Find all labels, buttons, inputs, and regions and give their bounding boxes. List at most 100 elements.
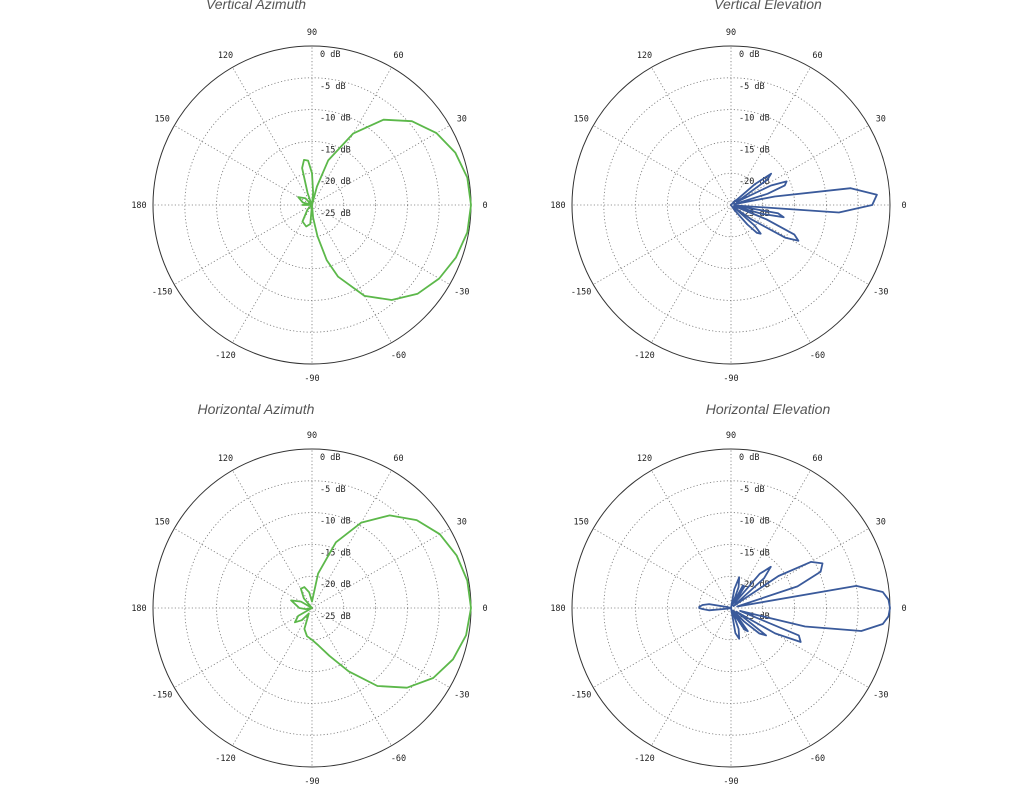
polar-plot: 0 30 60 90 120 150 180 -150 -120 -90 -60 -30 0 dB -5 … [131,28,487,384]
ring-label: -25 dB [320,209,351,219]
angle-tick-label: 0 [901,604,906,614]
angle-tick-label: 120 [218,51,233,61]
grid-ring [184,480,440,736]
ring-label: -15 dB [320,548,351,558]
grid-spoke [232,470,313,609]
chart-title: Vertical Azimuth [205,0,307,12]
grid-spoke [174,528,313,609]
angle-tick-label: 150 [154,518,169,528]
grid-ring [666,543,795,672]
grid-spoke [730,204,811,343]
angle-tick-label: 90 [307,28,317,38]
chart-title: Horizontal Azimuth [197,401,315,417]
ring-label: 0 dB [739,50,759,60]
angle-tick-label: 90 [307,431,317,441]
angle-tick-label: 180 [131,604,146,614]
grid-spoke [232,607,313,746]
angle-tick-label: -90 [304,777,319,787]
ring-label: 0 dB [739,453,759,463]
grid-spoke [174,125,313,206]
angle-tick-label: 180 [550,604,565,614]
angle-tick-label: -150 [152,288,172,298]
pattern-trace [730,172,878,242]
angle-tick-label: -120 [215,351,235,361]
grid-ring [247,140,376,269]
grid-spoke [174,607,313,688]
grid-spoke [593,528,732,609]
grid-spoke [593,204,732,285]
grid-spoke [174,204,313,285]
angle-tick-label: 60 [812,454,822,464]
grid-spoke [311,528,450,609]
angle-tick-label: -30 [454,288,469,298]
angle-tick-label: 150 [573,518,588,528]
angle-tick-label: -90 [723,374,738,384]
chart-title: Horizontal Elevation [705,401,831,417]
angle-tick-label: 30 [876,518,886,528]
angle-tick-label: -120 [215,754,235,764]
ring-label: -20 dB [320,580,351,590]
grid-spoke [311,607,392,746]
chart-panel-vertical-elevation: Vertical Elevation 0 30 60 90 120 150 180 -150 -… [512,0,1024,400]
angle-tick-label: -60 [391,754,406,764]
angle-tick-label: -120 [634,754,654,764]
angle-tick-label: 90 [726,28,736,38]
grid-spoke [651,204,732,343]
pattern-trace [290,514,472,689]
angle-tick-label: -30 [454,691,469,701]
grid-spoke [232,204,313,343]
grid-spoke [311,125,450,206]
grid-spoke [311,204,392,343]
angle-tick-label: 150 [154,115,169,125]
angle-tick-label: -90 [304,374,319,384]
angle-tick-label: 120 [637,454,652,464]
angle-tick-label: 180 [131,201,146,211]
angle-tick-label: 0 [482,604,487,614]
ring-label: -10 dB [739,114,770,124]
angle-tick-label: 30 [876,115,886,125]
ring-label: -15 dB [739,145,770,155]
outer-ring [571,45,891,365]
angle-tick-label: -150 [571,691,591,701]
grid-ring [666,140,795,269]
angle-tick-label: -60 [391,351,406,361]
angle-tick-label: 0 [901,201,906,211]
grid-ring [603,77,859,333]
chart-panel-horizontal-azimuth: Horizontal Azimuth 0 30 60 90 120 150 180 -150 -… [0,401,512,805]
grid-spoke [232,67,313,206]
angle-tick-label: -60 [810,754,825,764]
angle-tick-label: 90 [726,431,736,441]
angle-tick-label: 120 [637,51,652,61]
grid-spoke [593,607,732,688]
angle-tick-label: -60 [810,351,825,361]
angle-tick-label: -30 [873,288,888,298]
ring-label: -10 dB [739,517,770,527]
ring-label: -5 dB [320,82,346,92]
polar-plot: 0 30 60 90 120 150 180 -150 -120 -90 -60 -30 0 dB -5 … [550,28,906,384]
chart-panel-vertical-azimuth: Vertical Azimuth 0 30 60 90 120 150 180 -150 -12… [0,0,512,400]
angle-tick-label: 30 [457,518,467,528]
chart-title: Vertical Elevation [714,0,822,12]
pattern-trace [698,561,891,643]
angle-tick-label: -120 [634,351,654,361]
ring-label: -10 dB [320,114,351,124]
ring-label: -5 dB [739,82,765,92]
polar-plot: 0 30 60 90 120 150 180 -150 -120 -90 -60 -30 0 dB -5 … [131,431,487,787]
grid-spoke [651,67,732,206]
angle-tick-label: -30 [873,691,888,701]
grid-ring [603,480,859,736]
ring-label: -20 dB [739,580,770,590]
ring-label: -20 dB [739,177,770,187]
angle-tick-label: 30 [457,115,467,125]
angle-tick-label: 60 [812,51,822,61]
ring-label: -25 dB [320,612,351,622]
grid-ring [184,77,440,333]
ring-label: -15 dB [320,145,351,155]
ring-label: -5 dB [739,485,765,495]
ring-label: 0 dB [320,453,340,463]
angle-tick-label: -90 [723,777,738,787]
grid-spoke [651,470,732,609]
ring-label: -5 dB [320,485,346,495]
chart-panel-horizontal-elevation: Horizontal Elevation 0 30 60 90 120 150 180 -15… [512,401,1024,805]
ring-label: -15 dB [739,548,770,558]
